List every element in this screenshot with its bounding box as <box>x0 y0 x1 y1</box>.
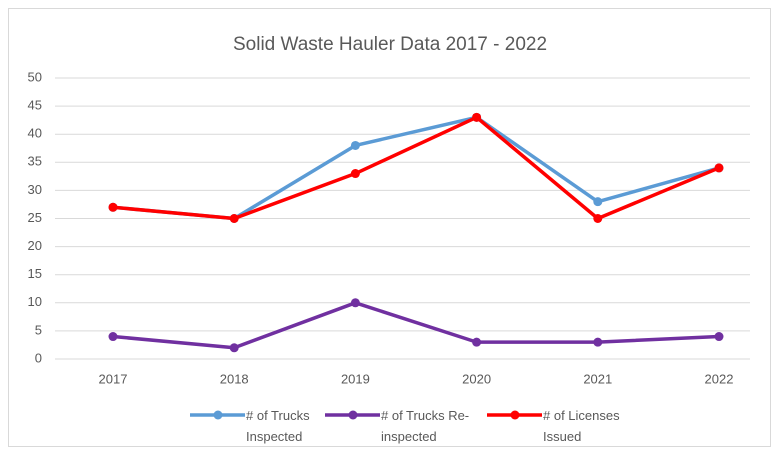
x-tick-label: 2019 <box>341 371 370 386</box>
x-tick-label: 2022 <box>705 371 734 386</box>
x-tick-label: 2020 <box>462 371 491 386</box>
x-tick-label: 2018 <box>220 371 249 386</box>
y-tick-label: 10 <box>28 294 42 309</box>
data-point <box>593 214 603 223</box>
data-point <box>593 337 603 347</box>
data-point <box>472 337 482 347</box>
legend-label: # of Trucks Inspected <box>246 408 310 444</box>
y-tick-label: 5 <box>35 322 42 337</box>
legend-marker <box>510 410 520 420</box>
y-tick-label: 0 <box>35 350 42 365</box>
chart-title: Solid Waste Hauler Data 2017 - 2022 <box>233 34 547 55</box>
series-line <box>112 115 720 221</box>
y-tick-label: 20 <box>28 238 42 253</box>
y-tick-label: 30 <box>28 182 42 197</box>
data-point <box>350 169 360 179</box>
data-point <box>593 197 603 207</box>
data-point <box>108 202 118 212</box>
data-point <box>350 140 360 150</box>
legend-label: # of Trucks Re-inspected <box>381 408 470 444</box>
chart-border <box>8 8 771 447</box>
data-point <box>229 343 239 353</box>
x-tick-label: 2021 <box>583 371 612 386</box>
data-point <box>229 214 239 223</box>
data-point <box>714 163 724 173</box>
data-point <box>714 332 724 342</box>
data-point <box>108 332 118 342</box>
data-point <box>350 298 360 308</box>
legend-marker <box>213 410 223 420</box>
x-tick-label: 2017 <box>99 371 128 386</box>
y-tick-label: 35 <box>28 154 42 169</box>
data-point <box>472 112 482 122</box>
series-line <box>112 301 720 350</box>
y-tick-label: 40 <box>28 126 42 141</box>
legend-label: # of Licenses Issued <box>543 408 620 444</box>
y-tick-label: 50 <box>28 69 42 84</box>
y-tick-label: 25 <box>28 210 42 225</box>
y-tick-label: 15 <box>28 266 42 281</box>
y-tick-label: 45 <box>28 98 42 113</box>
legend-marker <box>348 410 358 420</box>
